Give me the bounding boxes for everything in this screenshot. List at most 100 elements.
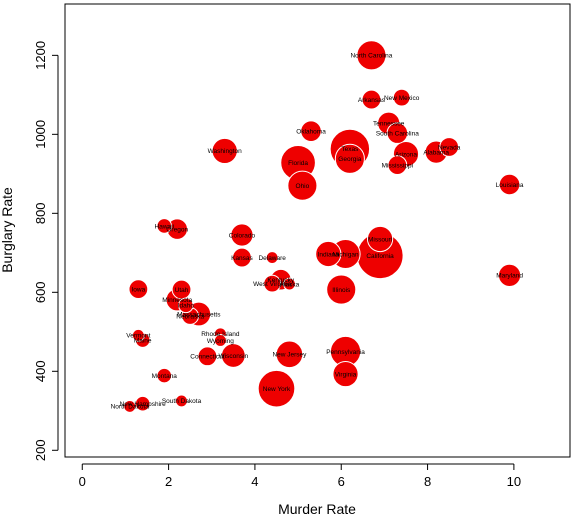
bubble-label: Arkansas <box>358 97 386 104</box>
bubble-label: Washington <box>208 148 242 155</box>
x-tick-label: 4 <box>251 474 258 489</box>
bubble-label: New Hampshire <box>120 401 167 408</box>
bubble-label: Rhode Island <box>201 331 240 338</box>
bubble-point <box>283 277 296 291</box>
bubble-point <box>332 360 359 388</box>
y-tick-label: 600 <box>33 281 48 303</box>
bubble-point <box>156 367 173 384</box>
bubble-layer <box>123 40 522 413</box>
bubble-point <box>257 369 296 408</box>
bubble-point <box>497 263 522 287</box>
bubble-point <box>175 394 188 408</box>
x-axis: 0 2 4 6 8 10 <box>79 463 521 489</box>
bubble-label: California <box>366 253 394 260</box>
bubble-label: Wyoming <box>207 338 234 345</box>
bubble-label: Missouri <box>368 236 392 243</box>
x-tick-label: 2 <box>165 474 172 489</box>
y-axis: 200 400 600 800 1000 1200 <box>33 41 59 461</box>
bubble-label: Georgia <box>338 156 362 163</box>
bubble-label: Mississippi <box>382 162 413 169</box>
bubble-label: North Dakota <box>111 404 150 411</box>
bubble-label: Nevada <box>438 144 461 151</box>
bubble-point <box>326 274 357 305</box>
bubble-point <box>178 297 194 314</box>
bubble-label: Montana <box>152 373 178 380</box>
bubble-label: New Mexico <box>384 95 420 102</box>
bubble-label: Kansas <box>231 255 253 262</box>
bubble-label: Iowa <box>132 286 146 293</box>
bubble-label: Kentucky <box>267 277 294 284</box>
bubble-label: South Carolina <box>376 130 419 137</box>
bubble-label: Oklahoma <box>296 128 326 135</box>
bubble-label: Florida <box>288 160 308 167</box>
bubble-point <box>156 218 173 234</box>
bubble-label: South Dakota <box>162 398 202 405</box>
bubble-point <box>220 343 246 368</box>
y-tick-label: 1000 <box>33 120 48 149</box>
bubble-label: Wisconsin <box>219 353 249 360</box>
bubble-point <box>287 170 318 201</box>
bubble-label: Alaska <box>280 281 300 288</box>
bubble-label: Minnesota <box>162 297 192 304</box>
y-axis-title: Burglary Rate <box>0 187 15 273</box>
bubble-label: Illinois <box>332 287 351 294</box>
bubble-label: Idaho <box>178 303 195 310</box>
bubble-point <box>334 143 365 174</box>
y-tick-label: 1200 <box>33 41 48 70</box>
bubble-point <box>315 240 342 268</box>
bubble-point <box>131 328 145 342</box>
bubble-point <box>356 40 387 71</box>
bubble-label: Indiana <box>318 251 340 258</box>
bubble-label: Connecticut <box>190 354 225 361</box>
bubble-point <box>361 89 382 110</box>
bubble-label: Texas <box>341 146 359 153</box>
bubble-point <box>213 334 227 347</box>
y-tick-label: 800 <box>33 202 48 224</box>
y-tick-label: 200 <box>33 439 48 461</box>
bubble-label: Maryland <box>496 273 523 280</box>
bubble-point <box>232 247 252 268</box>
bubble-point <box>366 225 394 253</box>
bubble-label: Hawaii <box>155 223 175 230</box>
bubble-label: Pennsylvania <box>326 349 365 356</box>
x-tick-label: 10 <box>507 474 521 489</box>
bubble-point <box>439 137 460 157</box>
x-axis-title: Murder Rate <box>278 501 356 517</box>
x-tick-label: 8 <box>424 474 431 489</box>
bubble-label: Michigan <box>333 251 359 258</box>
bubble-point <box>387 155 408 176</box>
bubble-point <box>300 120 322 142</box>
bubble-label: Delaware <box>258 255 286 262</box>
bubble-label: Louisiana <box>496 182 524 189</box>
bubble-point <box>265 251 279 264</box>
bubble-point <box>197 346 218 367</box>
bubble-label: Vermont <box>126 333 150 340</box>
bubble-label: Utah <box>175 287 189 294</box>
bubble-label: Tennessee <box>373 121 405 128</box>
y-tick-label: 400 <box>33 360 48 382</box>
bubble-label: Alabama <box>423 149 449 156</box>
bubble-point <box>230 223 254 247</box>
bubble-point <box>128 279 149 300</box>
bubble-label: New York <box>263 386 291 393</box>
bubble-label: Oregon <box>166 226 188 233</box>
bubble-point <box>392 88 411 107</box>
bubble-point <box>498 173 521 196</box>
bubble-point <box>275 340 304 369</box>
bubble-point <box>123 400 137 413</box>
bubble-point <box>263 274 282 293</box>
bubble-label: West Virginia <box>253 281 291 288</box>
bubble-label: Maine <box>134 337 152 344</box>
bubble-label: Arizona <box>395 151 417 158</box>
bubble-point <box>386 122 409 144</box>
plot-frame <box>64 3 571 458</box>
bubble-label: Nebraska <box>176 313 204 320</box>
bubble-label: New Jersey <box>272 352 307 359</box>
bubble-point <box>211 137 238 165</box>
x-tick-label: 6 <box>338 474 345 489</box>
bubble-label: Virginia <box>335 371 357 378</box>
bubble-label: North Carolina <box>350 53 392 60</box>
bubble-label: Massachusetts <box>177 311 221 318</box>
